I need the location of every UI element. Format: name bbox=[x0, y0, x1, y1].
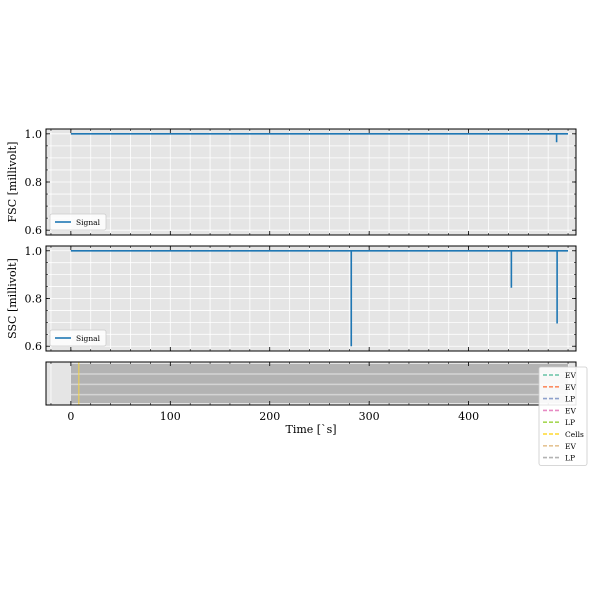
x-ticks bbox=[50, 129, 569, 235]
legend-label: EV bbox=[565, 406, 576, 415]
y-ticks: 0.6 0.8 1.0 bbox=[25, 128, 576, 237]
x-tick-label: 300 bbox=[359, 410, 380, 423]
y-tick-label: 0.6 bbox=[25, 224, 43, 237]
legend-box bbox=[49, 213, 107, 231]
legend-label: Signal bbox=[76, 218, 101, 227]
y-tick-label: 0.6 bbox=[25, 340, 43, 353]
x-tick-label: 400 bbox=[458, 410, 479, 423]
legend-label: EV bbox=[565, 442, 576, 451]
signal-line bbox=[70, 133, 569, 143]
x-tick-label: 0 bbox=[67, 410, 74, 423]
annotation-panel: 0 100 200 300 400 Time [`s] EV EV LP EV LP Cells EV L… bbox=[45, 361, 588, 466]
x-ticks: 0 100 200 300 400 bbox=[50, 362, 569, 423]
y-axis-label: SSC [millivolt] bbox=[6, 258, 19, 339]
legend-label: LP bbox=[565, 418, 575, 427]
y-tick-label: 1.0 bbox=[25, 128, 43, 141]
y-ticks: 0.6 0.8 1.0 bbox=[25, 245, 576, 353]
ssc-panel: 0.6 0.8 1.0 SSC [millivolt] Signal bbox=[6, 245, 577, 353]
grid bbox=[46, 246, 576, 351]
legend: Signal bbox=[49, 213, 107, 231]
y-tick-label: 1.0 bbox=[25, 245, 43, 258]
x-tick-label: 200 bbox=[259, 410, 280, 423]
fsc-panel: 0.6 0.8 1.0 FSC [millivolt] Signal bbox=[6, 128, 577, 237]
legend-label: LP bbox=[565, 395, 575, 404]
legend-label: Signal bbox=[76, 334, 101, 343]
lp-band bbox=[70, 364, 569, 403]
legend-box bbox=[49, 329, 107, 347]
x-tick-label: 100 bbox=[160, 410, 181, 423]
x-ticks bbox=[50, 246, 569, 351]
y-tick-label: 0.8 bbox=[25, 293, 43, 306]
legend-label: EV bbox=[565, 371, 576, 380]
legend-box bbox=[538, 366, 588, 466]
x-axis-label: Time [`s] bbox=[285, 423, 336, 436]
legend-label: LP bbox=[565, 454, 575, 463]
y-axis-label: FSC [millivolt] bbox=[6, 142, 19, 223]
legend: Signal bbox=[49, 329, 107, 347]
signal-line bbox=[70, 249, 569, 347]
legend-label: Cells bbox=[565, 430, 584, 439]
legend: EV EV LP EV LP Cells EV LP bbox=[538, 366, 588, 466]
y-tick-label: 0.8 bbox=[25, 176, 43, 189]
legend-label: EV bbox=[565, 383, 576, 392]
